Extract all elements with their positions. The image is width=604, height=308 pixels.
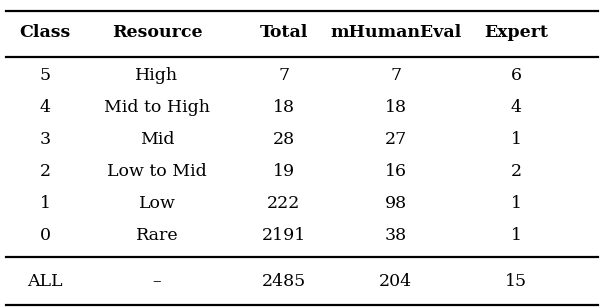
Text: Class: Class — [20, 24, 71, 41]
Text: 15: 15 — [506, 273, 527, 290]
Text: 19: 19 — [273, 163, 295, 180]
Text: 4: 4 — [40, 99, 51, 116]
Text: 1: 1 — [511, 131, 522, 148]
Text: 6: 6 — [511, 67, 522, 84]
Text: 18: 18 — [385, 99, 406, 116]
Text: ALL: ALL — [28, 273, 63, 290]
Text: 0: 0 — [40, 227, 51, 244]
Text: Total: Total — [260, 24, 308, 41]
Text: 5: 5 — [40, 67, 51, 84]
Text: mHumanEval: mHumanEval — [330, 24, 461, 41]
Text: 2191: 2191 — [262, 227, 306, 244]
Text: 2: 2 — [40, 163, 51, 180]
Text: 28: 28 — [273, 131, 295, 148]
Text: 18: 18 — [273, 99, 295, 116]
Text: 1: 1 — [40, 195, 51, 212]
Text: Mid to High: Mid to High — [104, 99, 210, 116]
Text: 1: 1 — [511, 227, 522, 244]
Text: 204: 204 — [379, 273, 412, 290]
Text: Expert: Expert — [484, 24, 548, 41]
Text: High: High — [135, 67, 179, 84]
Text: 27: 27 — [385, 131, 406, 148]
Text: 7: 7 — [278, 67, 289, 84]
Text: 16: 16 — [385, 163, 406, 180]
Text: Mid: Mid — [140, 131, 175, 148]
Text: –: – — [153, 273, 161, 290]
Text: Low: Low — [138, 195, 176, 212]
Text: 3: 3 — [40, 131, 51, 148]
Text: 4: 4 — [511, 99, 522, 116]
Text: 7: 7 — [390, 67, 401, 84]
Text: Rare: Rare — [136, 227, 178, 244]
Text: 2: 2 — [511, 163, 522, 180]
Text: 1: 1 — [511, 195, 522, 212]
Text: Low to Mid: Low to Mid — [107, 163, 207, 180]
Text: 38: 38 — [385, 227, 406, 244]
Text: 98: 98 — [385, 195, 406, 212]
Text: 2485: 2485 — [262, 273, 306, 290]
Text: 222: 222 — [267, 195, 301, 212]
Text: Resource: Resource — [112, 24, 202, 41]
